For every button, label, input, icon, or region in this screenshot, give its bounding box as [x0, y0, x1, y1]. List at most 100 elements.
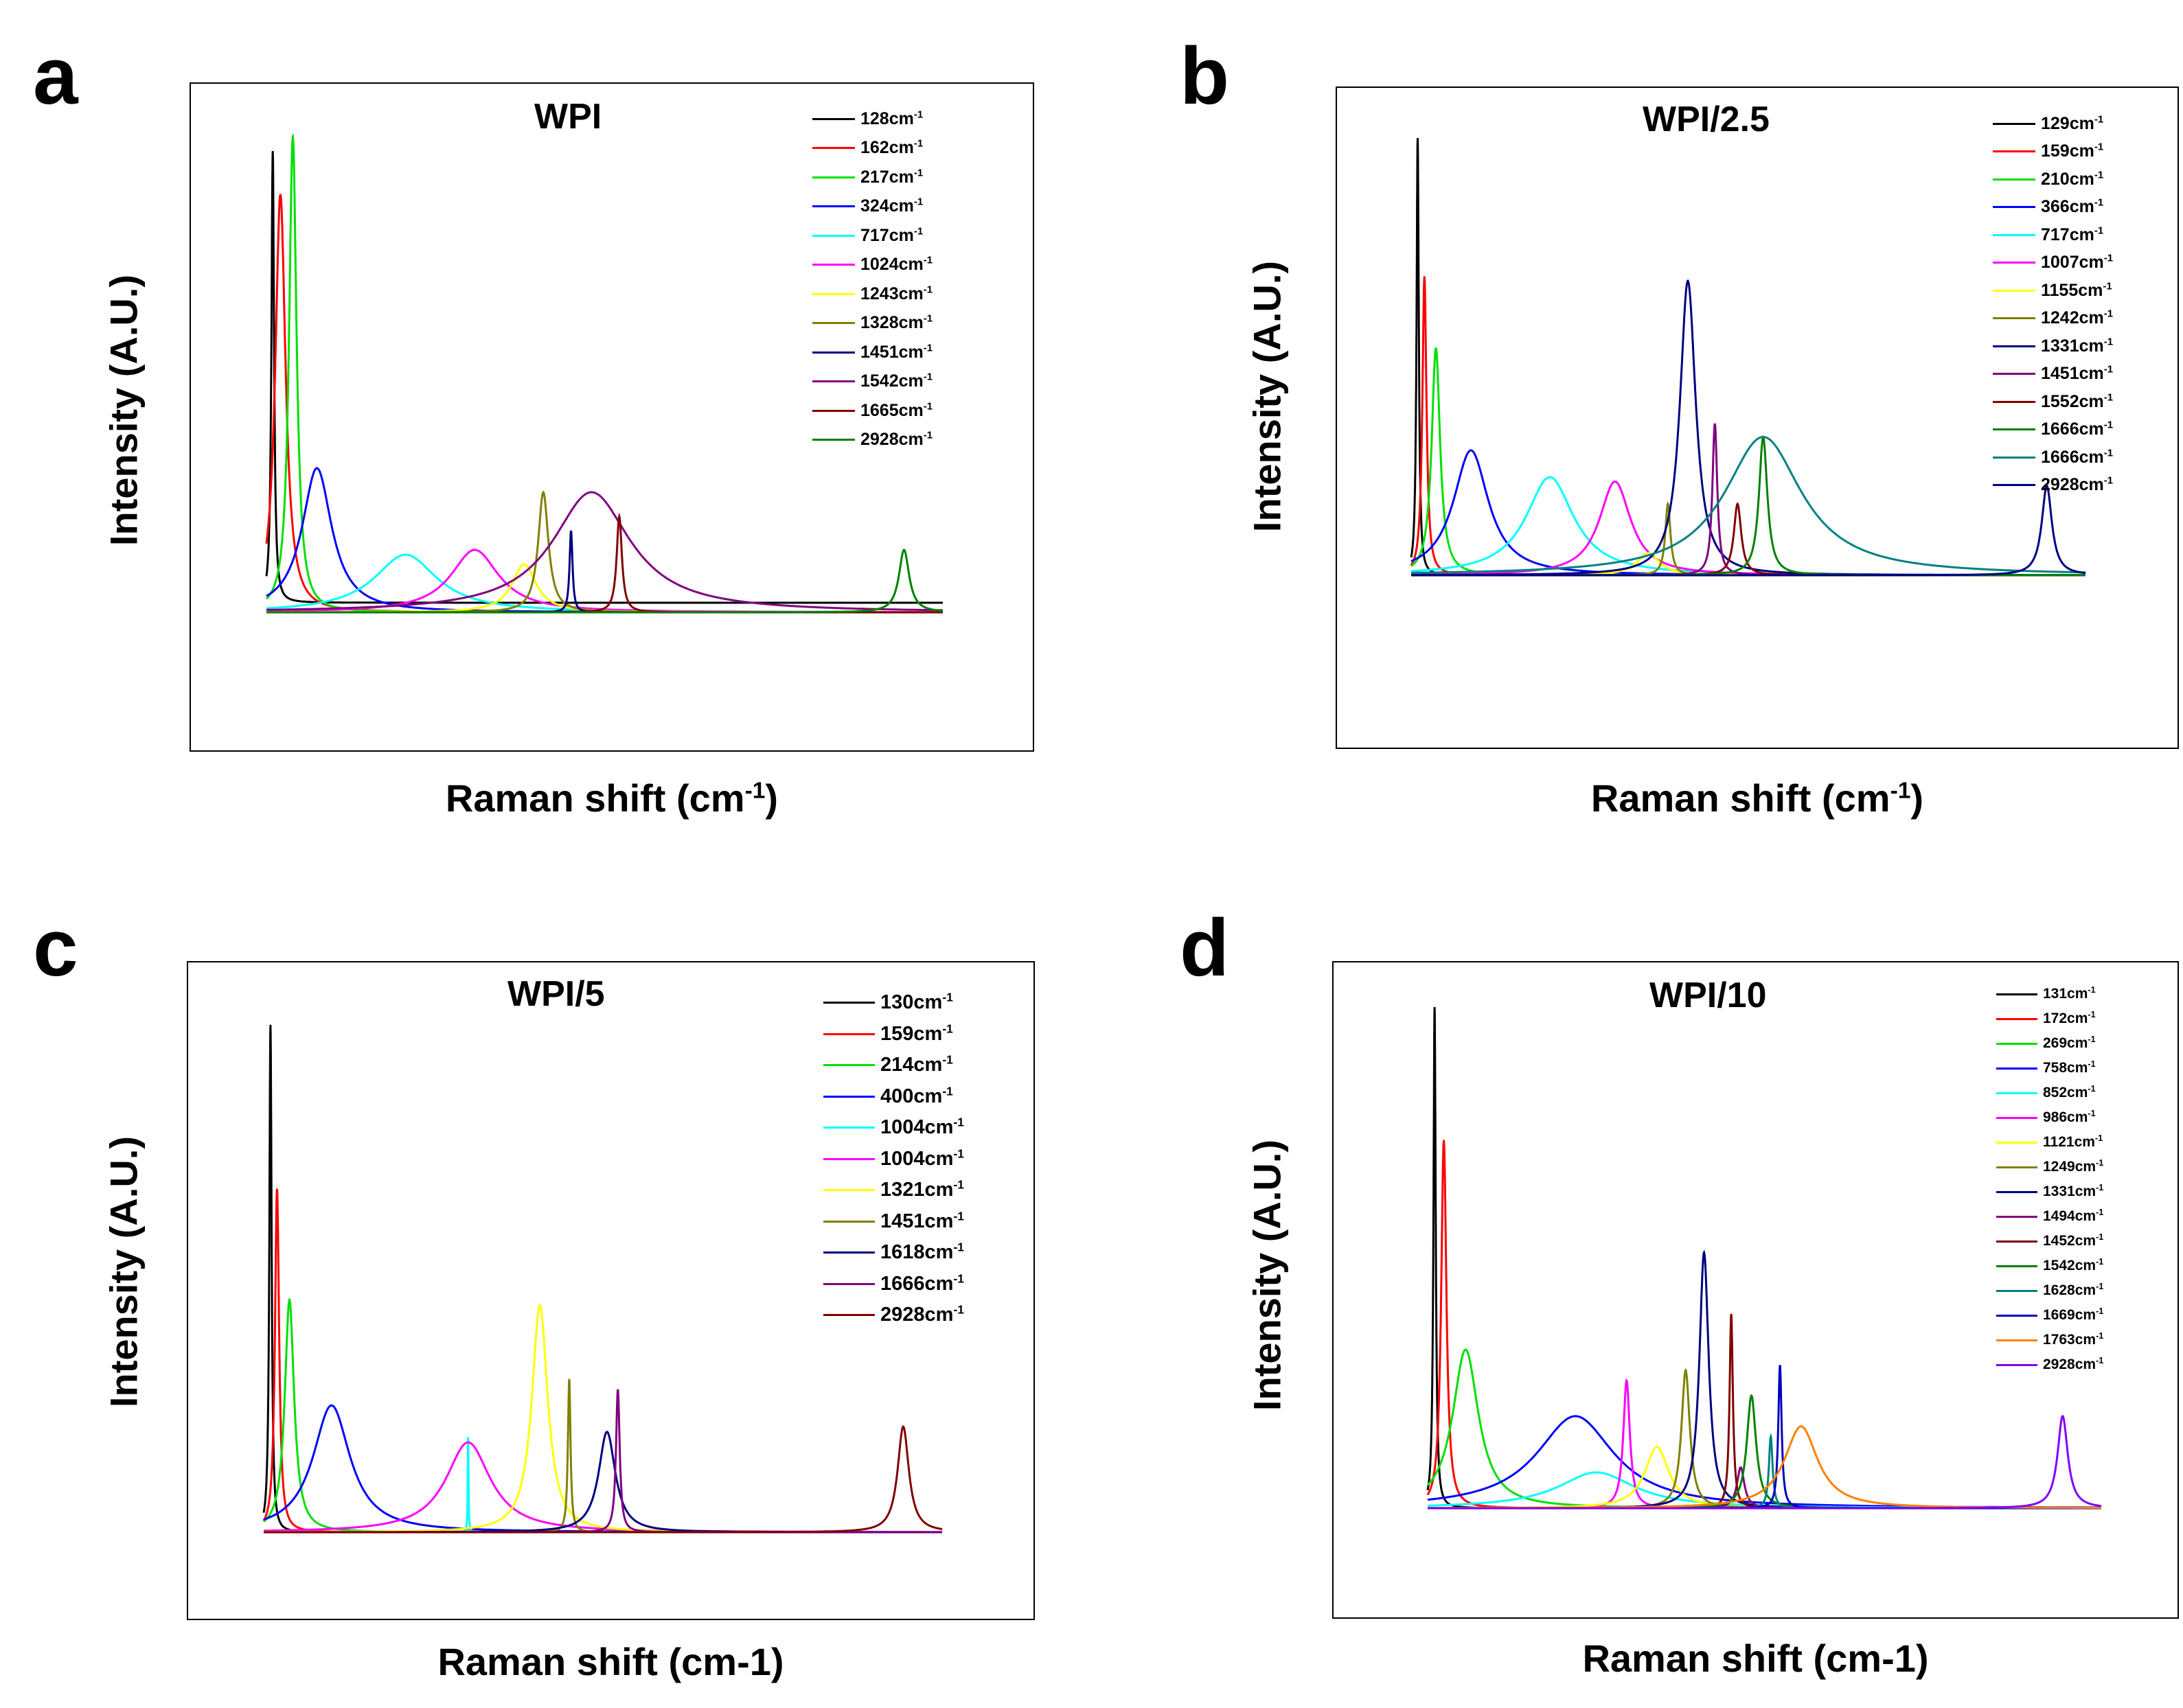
- series-line-d-11: [1428, 1394, 2101, 1510]
- series-line-b-9: [1411, 423, 2085, 577]
- legend-label: 1666cm-1: [2041, 419, 2114, 439]
- legend-swatch: [812, 351, 855, 354]
- series-line-c-3: [263, 1404, 942, 1534]
- legend-label: 210cm-1: [2041, 169, 2104, 189]
- legend-label: 1451cm-1: [880, 1209, 964, 1232]
- legend-entry-d-0: 131cm-1: [1996, 982, 2103, 1006]
- series-line-c-7: [264, 1378, 942, 1534]
- legend-entry-a-0: 128cm-1: [812, 104, 933, 134]
- x-axis-label-a: Raman shift (cm-1): [445, 776, 779, 820]
- legend-label: 1542cm-1: [860, 371, 933, 391]
- legend-swatch: [1993, 262, 2035, 264]
- legend-label: 1552cm-1: [2041, 391, 2114, 411]
- legend-swatch: [1996, 1017, 2037, 1020]
- legend-entry-d-4: 852cm-1: [1996, 1081, 2103, 1105]
- x-axis-label-c: Raman shift (cm-1): [437, 1640, 784, 1683]
- legend-swatch: [823, 1220, 875, 1223]
- series-line-d-13: [1428, 1365, 2101, 1510]
- legend-entry-b-3: 366cm-1: [1993, 194, 2113, 222]
- legend-entry-a-2: 217cm-1: [812, 163, 933, 192]
- legend-swatch: [823, 1157, 875, 1160]
- legend-swatch: [823, 1127, 875, 1129]
- y-axis-label-a: Intensity (A.U.): [102, 274, 146, 546]
- legend-swatch: [823, 1064, 875, 1067]
- legend-label: 1451cm-1: [860, 342, 933, 362]
- legend-label: 269cm-1: [2043, 1035, 2096, 1051]
- series-line-d-15: [1428, 1414, 2102, 1510]
- legend-entry-d-15: 2928cm-1: [1996, 1352, 2103, 1377]
- legend-label: 130cm-1: [880, 990, 953, 1014]
- legend-swatch: [1996, 1265, 2037, 1267]
- legend-swatch: [812, 117, 855, 120]
- legend-swatch: [812, 264, 855, 266]
- legend-label: 1494cm-1: [2043, 1208, 2104, 1224]
- legend-swatch: [1993, 233, 2035, 236]
- legend-entry-b-8: 1331cm-1: [1993, 332, 2113, 360]
- legend-label: 758cm-1: [2043, 1059, 2096, 1076]
- legend-entry-b-11: 1666cm-1: [1993, 416, 2113, 444]
- legend-label: 1542cm-1: [2043, 1257, 2104, 1273]
- legend-swatch: [823, 1282, 875, 1285]
- panel-letter-b: b: [1180, 31, 1230, 122]
- series-line-c-6: [264, 1303, 942, 1534]
- legend-swatch: [1996, 1116, 2037, 1119]
- legend-swatch: [1993, 345, 2035, 347]
- legend-swatch: [812, 176, 855, 178]
- plot-frame-d: WPI/10 131cm-1 172cm-1 269cm-1 758cm-1 852cm…: [1332, 961, 2179, 1619]
- legend-entry-c-4: 1004cm-1: [823, 1112, 964, 1144]
- panel-letter-a: a: [33, 31, 78, 122]
- plot-frame-c: WPI/5 130cm-1 159cm-1 214cm-1 400cm-1 1004cm…: [187, 961, 1035, 1620]
- chart-title-d: WPI/10: [1649, 976, 1767, 1015]
- legend-entry-b-5: 1007cm-1: [1993, 249, 2113, 277]
- x-axis-label-d: Raman shift (cm-1): [1582, 1637, 1929, 1680]
- legend-entry-a-9: 1542cm-1: [812, 367, 933, 397]
- legend-entry-c-1: 159cm-1: [823, 1019, 964, 1050]
- legend-entry-b-13: 2928cm-1: [1993, 472, 2113, 500]
- legend-label: 2928cm-1: [2043, 1356, 2104, 1372]
- legend-label: 1666cm-1: [2041, 447, 2114, 467]
- legend-label: 128cm-1: [860, 108, 924, 128]
- legend-swatch: [1993, 373, 2035, 376]
- legend-label: 1665cm-1: [860, 400, 933, 420]
- plot-svg-b: [1410, 137, 2086, 577]
- legend-swatch: [1996, 1240, 2037, 1243]
- legend-entry-d-2: 269cm-1: [1996, 1031, 2103, 1056]
- legend-entry-d-6: 1121cm-1: [1996, 1130, 2103, 1155]
- legend-label: 2928cm-1: [880, 1302, 964, 1326]
- chart-title-a: WPI: [534, 97, 602, 137]
- legend-label: 1618cm-1: [880, 1240, 964, 1264]
- legend-swatch: [1993, 150, 2035, 153]
- legend-swatch: [1993, 456, 2035, 459]
- legend-label: 159cm-1: [2041, 141, 2104, 161]
- series-line-c-5: [264, 1441, 942, 1534]
- legend-entry-d-14: 1763cm-1: [1996, 1328, 2103, 1352]
- legend-label: 717cm-1: [860, 225, 924, 245]
- chart-title-b: WPI/2.5: [1643, 100, 1770, 139]
- legend-label: 1763cm-1: [2043, 1331, 2104, 1348]
- series-line-b-2: [1410, 347, 2085, 577]
- series-line-b-0: [1410, 137, 2085, 577]
- legend-swatch: [812, 292, 855, 295]
- legend-label: 172cm-1: [2043, 1010, 2096, 1026]
- legend-label: 131cm-1: [2043, 985, 2096, 1002]
- legend-entry-c-3: 400cm-1: [823, 1081, 964, 1113]
- legend-entry-c-6: 1321cm-1: [823, 1175, 964, 1206]
- legend-entry-b-1: 159cm-1: [1993, 138, 2113, 166]
- series-line-b-13: [1411, 485, 2086, 577]
- legend-swatch: [1996, 1190, 2037, 1193]
- legend-swatch: [823, 1002, 875, 1004]
- legend-label: 400cm-1: [880, 1084, 953, 1107]
- legend-swatch: [812, 439, 855, 441]
- legend-entry-b-6: 1155cm-1: [1993, 277, 2113, 305]
- legend-entry-b-7: 1242cm-1: [1993, 305, 2113, 333]
- legend-entry-d-10: 1452cm-1: [1996, 1229, 2103, 1254]
- legend-swatch: [1993, 484, 2035, 487]
- legend-entry-b-12: 1666cm-1: [1993, 443, 2113, 472]
- legend-entry-d-5: 986cm-1: [1996, 1105, 2103, 1130]
- legend-label: 1243cm-1: [860, 284, 933, 303]
- legend-swatch: [1996, 993, 2037, 995]
- y-axis-label-d: Intensity (A.U.): [1245, 1139, 1289, 1411]
- legend-label: 1452cm-1: [2043, 1232, 2104, 1249]
- chart-title-c: WPI/5: [507, 974, 605, 1014]
- legend-entry-c-0: 130cm-1: [823, 987, 964, 1019]
